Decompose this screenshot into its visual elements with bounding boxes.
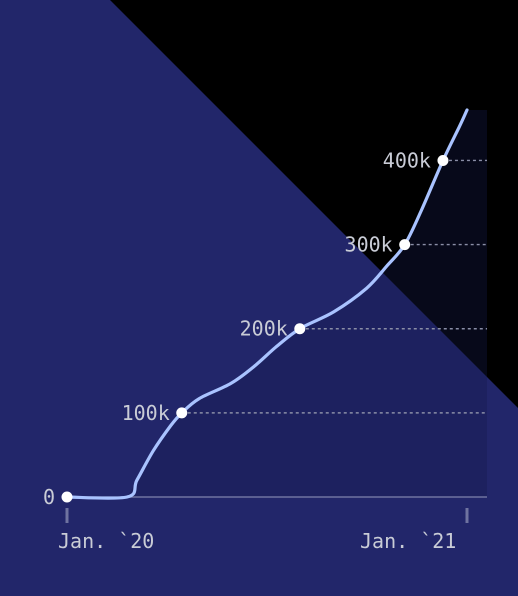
x-tick-label: Jan. `20 [58, 529, 154, 553]
milestone-label: 100k [122, 401, 170, 425]
area-shade [67, 110, 487, 497]
x-axis-ticks: Jan. `20 Jan. `21 [58, 508, 469, 553]
milestone-markers [61, 154, 449, 503]
x-tick-label: Jan. `21 [360, 529, 456, 553]
milestone-point [294, 323, 306, 335]
x-tick-mark [465, 508, 469, 523]
milestone-point [61, 491, 73, 503]
milestone-labels: 0 100k 200k 300k 400k [43, 148, 431, 509]
milestone-point [399, 239, 411, 251]
milestone-label: 200k [240, 317, 288, 341]
x-tick-mark [65, 508, 69, 523]
milestone-label: 300k [345, 233, 393, 257]
milestone-label: 400k [383, 148, 431, 172]
milestone-point [437, 154, 449, 166]
series-line [65, 108, 469, 500]
milestone-label: 0 [43, 485, 55, 509]
milestone-point [176, 407, 188, 419]
milestone-guides [181, 159, 487, 414]
